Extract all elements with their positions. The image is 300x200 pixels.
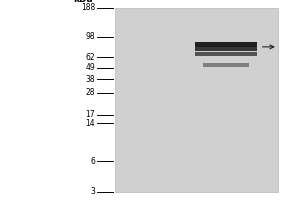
Text: 28: 28 xyxy=(85,88,95,97)
Text: 188: 188 xyxy=(81,3,95,12)
Text: 2: 2 xyxy=(223,0,229,2)
Bar xyxy=(195,52,257,56)
Text: 17: 17 xyxy=(85,110,95,119)
Bar xyxy=(202,63,249,67)
Text: kDa: kDa xyxy=(74,0,93,4)
Bar xyxy=(195,42,257,47)
Text: 38: 38 xyxy=(85,75,95,84)
Bar xyxy=(195,47,257,51)
Bar xyxy=(115,8,278,192)
Text: 1: 1 xyxy=(166,0,172,2)
Text: 49: 49 xyxy=(85,63,95,72)
Text: 14: 14 xyxy=(85,119,95,128)
Text: 62: 62 xyxy=(85,53,95,62)
Text: 3: 3 xyxy=(90,188,95,196)
Text: 6: 6 xyxy=(90,157,95,166)
Text: 98: 98 xyxy=(85,32,95,41)
